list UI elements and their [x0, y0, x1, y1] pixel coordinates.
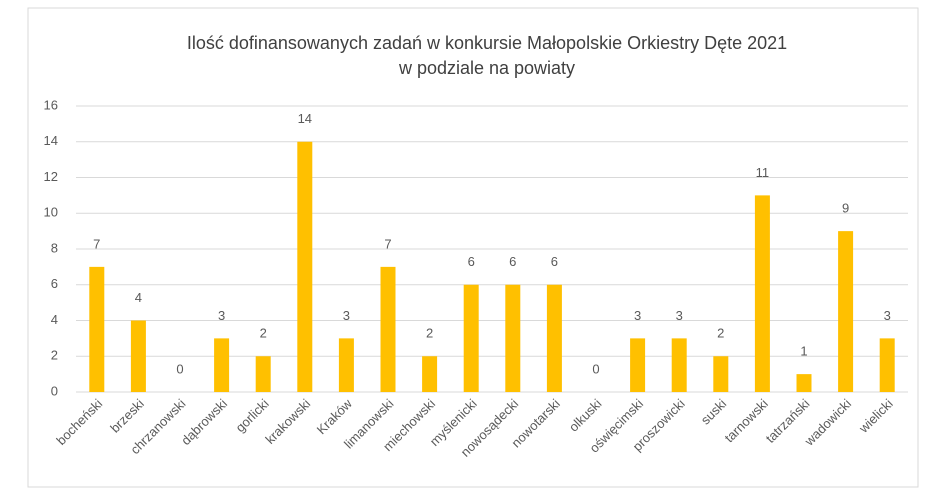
bar: [255, 356, 271, 392]
y-tick-label: 10: [44, 205, 58, 220]
data-label: 6: [468, 254, 475, 269]
y-tick-label: 14: [44, 133, 58, 148]
bar: [338, 338, 354, 392]
data-label: 3: [343, 308, 350, 323]
y-tick-label: 2: [51, 348, 58, 363]
data-label: 2: [260, 326, 267, 341]
data-label: 9: [842, 201, 849, 216]
bar: [422, 356, 438, 392]
bar: [754, 195, 770, 392]
y-tick-label: 0: [51, 383, 58, 398]
bar: [130, 320, 146, 392]
bar: [713, 356, 729, 392]
bar: [89, 266, 105, 392]
bar: [796, 374, 812, 392]
bar: [463, 284, 479, 392]
data-label: 3: [884, 308, 891, 323]
bar: [838, 231, 854, 392]
bar: [630, 338, 646, 392]
data-label: 6: [509, 254, 516, 269]
y-tick-label: 6: [51, 276, 58, 291]
data-label: 3: [676, 308, 683, 323]
chart-title: w podziale na powiaty: [398, 58, 575, 78]
data-label: 6: [551, 254, 558, 269]
y-tick-label: 4: [51, 312, 58, 327]
data-label: 11: [756, 165, 770, 180]
data-label: 14: [298, 111, 312, 126]
data-label: 4: [135, 290, 142, 305]
data-label: 7: [93, 236, 100, 251]
data-label: 7: [384, 236, 391, 251]
data-label: 0: [592, 361, 599, 376]
bar: [297, 141, 313, 392]
data-label: 3: [634, 308, 641, 323]
bar: [671, 338, 687, 392]
data-label: 0: [176, 361, 183, 376]
y-tick-label: 12: [44, 169, 58, 184]
data-label: 2: [426, 326, 433, 341]
bar: [546, 284, 562, 392]
bar: [879, 338, 895, 392]
bar: [505, 284, 521, 392]
y-tick-label: 16: [44, 97, 58, 112]
data-label: 2: [717, 326, 724, 341]
y-tick-label: 8: [51, 240, 58, 255]
bar: [380, 266, 396, 392]
chart-title: Ilość dofinansowanych zadań w konkursie …: [187, 33, 787, 53]
data-label: 1: [800, 344, 807, 359]
data-label: 3: [218, 308, 225, 323]
bar: [214, 338, 230, 392]
